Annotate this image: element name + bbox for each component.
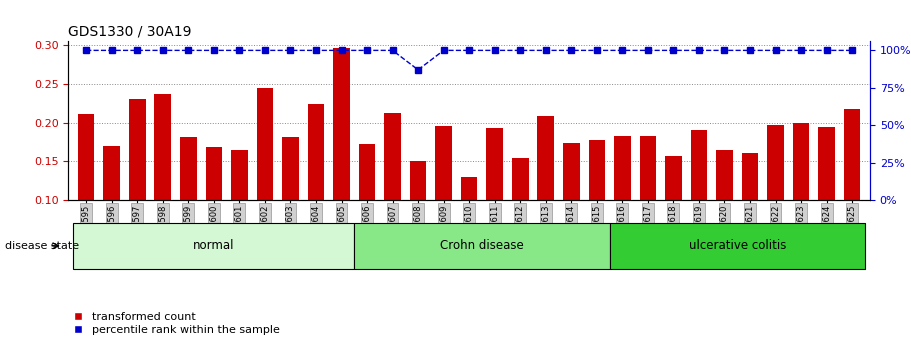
Bar: [308, 104, 324, 277]
Bar: [180, 137, 197, 277]
Bar: [742, 153, 758, 277]
Bar: [410, 161, 426, 277]
Bar: [104, 146, 120, 277]
Bar: [512, 158, 528, 277]
Text: GDS1330 / 30A19: GDS1330 / 30A19: [68, 25, 192, 39]
Bar: [461, 177, 477, 277]
Bar: [563, 143, 579, 277]
Bar: [384, 112, 401, 277]
Bar: [257, 88, 273, 277]
Legend: transformed count, percentile rank within the sample: transformed count, percentile rank withi…: [69, 307, 284, 339]
Bar: [74, 223, 354, 269]
Bar: [818, 127, 834, 277]
Bar: [435, 126, 452, 277]
Bar: [609, 223, 865, 269]
Bar: [640, 136, 656, 277]
Bar: [589, 140, 605, 277]
Bar: [78, 114, 95, 277]
Bar: [333, 48, 350, 277]
Bar: [359, 144, 375, 277]
Text: ulcerative colitis: ulcerative colitis: [689, 239, 786, 252]
Bar: [206, 147, 222, 277]
Bar: [282, 137, 299, 277]
Bar: [129, 99, 146, 277]
Bar: [614, 136, 630, 277]
Bar: [486, 128, 503, 277]
Text: disease state: disease state: [5, 241, 78, 251]
Text: Crohn disease: Crohn disease: [440, 239, 524, 252]
Bar: [231, 150, 248, 277]
Bar: [844, 109, 860, 277]
Bar: [716, 150, 732, 277]
Bar: [793, 123, 809, 277]
Bar: [354, 223, 609, 269]
Bar: [767, 125, 783, 277]
Bar: [691, 130, 707, 277]
Text: normal: normal: [193, 239, 235, 252]
Bar: [537, 116, 554, 277]
Bar: [665, 156, 681, 277]
Bar: [155, 94, 171, 277]
